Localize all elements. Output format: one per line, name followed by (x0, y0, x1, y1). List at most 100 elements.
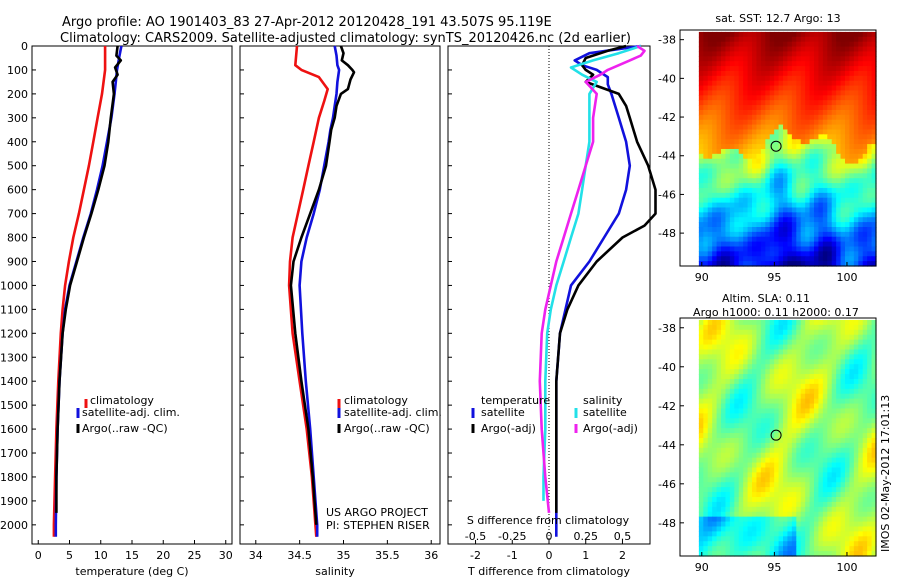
heatmap-cell (738, 75, 744, 82)
heatmap-cell (800, 231, 806, 238)
heatmap-cell (814, 95, 820, 101)
heatmap-cell (853, 378, 859, 385)
heatmap-cell (831, 482, 837, 488)
heatmap-cell (769, 428, 775, 434)
heatmap-cell (805, 447, 811, 454)
heatmap-cell (712, 413, 718, 419)
heatmap-cell (712, 374, 718, 380)
heatmap-cell (721, 36, 727, 43)
heatmap-cell (725, 100, 731, 106)
heatmap-cell (725, 80, 731, 87)
heatmap-cell (774, 261, 780, 267)
heatmap-cell (831, 541, 837, 547)
heatmap-cell (858, 324, 864, 331)
heatmap-cell (800, 418, 806, 424)
heatmap-cell (756, 129, 762, 135)
heatmap-cell (707, 319, 713, 326)
heatmap-cell (800, 511, 806, 518)
heatmap-cell (822, 388, 828, 395)
heatmap-cell (840, 173, 846, 179)
heatmap-cell (862, 163, 868, 170)
heatmap-cell (840, 90, 846, 96)
heatmap-cell (738, 462, 744, 469)
heatmap-cell (862, 516, 868, 523)
heatmap-cell (871, 144, 877, 150)
heatmap-cell (809, 119, 815, 126)
heatmap-cell (703, 134, 709, 140)
heatmap-cell (805, 506, 811, 513)
heatmap-cell (774, 501, 780, 508)
heatmap-cell (752, 423, 758, 429)
series-line-3 (542, 44, 642, 501)
lat-tick-label: -48 (658, 517, 676, 530)
heatmap-cell (867, 506, 873, 513)
heatmap-cell (853, 36, 859, 43)
heatmap-cell (800, 467, 806, 473)
heatmap-cell (752, 105, 758, 111)
heatmap-cell (747, 134, 753, 140)
heatmap-cell (721, 324, 727, 331)
heatmap-cell (862, 487, 868, 493)
heatmap-cell (809, 344, 815, 351)
heatmap-cell (867, 418, 873, 424)
heatmap-cell (827, 551, 833, 557)
heatmap-cell (752, 163, 758, 170)
heatmap-cell (827, 369, 833, 375)
heatmap-cell (752, 197, 758, 204)
heatmap-cell (698, 41, 704, 48)
heatmap-cell (734, 207, 740, 213)
heatmap-cell (849, 124, 855, 131)
sst-map-panel: sat. SST: 12.7 Argo: 13 -38-40-42-44-46-… (658, 12, 877, 284)
heatmap-cell (858, 70, 864, 77)
heatmap-cell (818, 75, 824, 82)
heatmap-cell (725, 222, 731, 228)
heatmap-cell (862, 153, 868, 160)
heatmap-cell (827, 129, 833, 135)
heatmap-cell (871, 246, 877, 252)
heatmap-cell (827, 319, 833, 326)
heatmap-cell (822, 398, 828, 405)
heatmap-cell (756, 207, 762, 213)
heatmap-cell (836, 437, 842, 444)
heatmap-cell (765, 222, 771, 228)
heatmap-cell (858, 354, 864, 360)
heatmap-cell (703, 467, 709, 473)
heatmap-cell (814, 187, 820, 194)
heatmap-cell (752, 246, 758, 252)
heatmap-cell (840, 423, 846, 429)
heatmap-cell (822, 66, 828, 72)
heatmap-cell (734, 418, 740, 424)
heatmap-cell (747, 319, 753, 326)
heatmap-cell (814, 66, 820, 72)
heatmap-cell (853, 521, 859, 528)
heatmap-cell (849, 354, 855, 360)
heatmap-cell (783, 516, 789, 523)
heatmap-cell (760, 51, 766, 57)
heatmap-cell (845, 319, 851, 326)
heatmap-cell (871, 516, 877, 523)
heatmap-cell (752, 178, 758, 184)
heatmap-cell (867, 95, 873, 101)
heatmap-cell (791, 482, 797, 488)
heatmap-cell (729, 66, 735, 72)
heatmap-cell (756, 80, 762, 87)
heatmap-cell (858, 168, 864, 174)
heatmap-cell (734, 492, 740, 498)
heatmap-cell (809, 457, 815, 464)
heatmap-cell (743, 324, 749, 331)
heatmap-cell (818, 398, 824, 405)
heatmap-cell (765, 433, 771, 439)
heatmap-cell (800, 364, 806, 370)
heatmap-cell (831, 100, 837, 106)
heatmap-cell (778, 378, 784, 385)
heatmap-cell (831, 516, 837, 523)
heatmap-cell (698, 541, 704, 547)
heatmap-cell (760, 467, 766, 473)
heatmap-cell (800, 46, 806, 53)
heatmap-cell (756, 388, 762, 395)
heatmap-cell (836, 319, 842, 326)
heatmap-cell (814, 374, 820, 380)
heatmap-cell (818, 364, 824, 370)
heatmap-cell (814, 477, 820, 483)
heatmap-cell (796, 95, 802, 101)
